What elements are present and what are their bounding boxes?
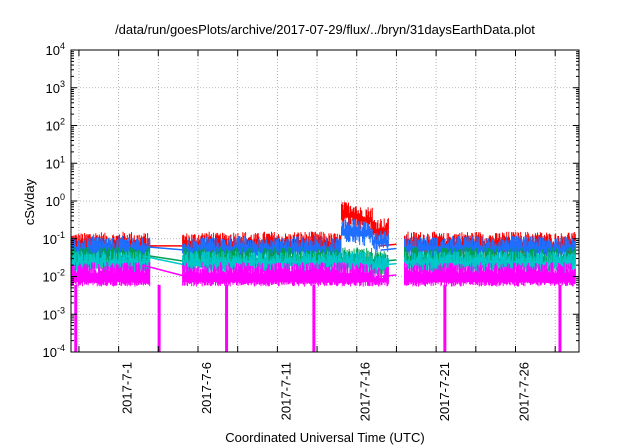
y-tick-label: 101 bbox=[46, 154, 65, 171]
y-axis-label: cSv/day bbox=[22, 178, 37, 225]
y-tick-label: 10-4 bbox=[43, 343, 65, 360]
series-dropout bbox=[312, 284, 316, 352]
y-tick-label: 10-1 bbox=[43, 230, 65, 247]
x-ticks: 2017-7-1 2017-7-6 2017-7-11 2017-7-16 2017-7… bbox=[78, 50, 556, 421]
y-tick-label: 10-3 bbox=[43, 305, 65, 322]
series-gap-line bbox=[142, 264, 187, 278]
y-tick-label: 103 bbox=[46, 79, 65, 96]
chart-title: /data/run/goesPlots/archive/2017-07-29/f… bbox=[115, 22, 535, 37]
y-tick-label: 102 bbox=[46, 117, 65, 134]
x-tick-label: 2017-7-16 bbox=[358, 362, 373, 421]
series-gap-line bbox=[380, 262, 397, 266]
series-gap-line bbox=[380, 247, 397, 251]
series-dropout bbox=[443, 284, 447, 352]
series-gap-line bbox=[380, 274, 397, 278]
y-ticks: 10-4 10-3 10-2 10-1 100 101 102 103 104 bbox=[43, 41, 579, 360]
y-tick-label: 104 bbox=[46, 41, 65, 58]
series-dropout bbox=[74, 284, 78, 352]
series-gap-line bbox=[142, 245, 187, 251]
x-tick-label: 2017-7-26 bbox=[516, 362, 531, 421]
plot-frame bbox=[70, 49, 580, 353]
series-dropout bbox=[558, 284, 562, 352]
series-gap-line bbox=[142, 255, 187, 266]
series-dropout bbox=[225, 284, 229, 352]
x-axis-label: Coordinated Universal Time (UTC) bbox=[225, 430, 424, 445]
x-tick-label: 2017-7-1 bbox=[120, 362, 135, 414]
grid bbox=[71, 50, 579, 352]
x-tick-label: 2017-7-21 bbox=[437, 362, 452, 421]
y-tick-label: 10-2 bbox=[43, 268, 65, 285]
series-dropout bbox=[157, 284, 161, 352]
series-layer bbox=[71, 201, 576, 352]
y-tick-label: 100 bbox=[46, 192, 65, 209]
x-tick-label: 2017-7-6 bbox=[199, 362, 214, 414]
x-tick-label: 2017-7-11 bbox=[278, 362, 293, 420]
